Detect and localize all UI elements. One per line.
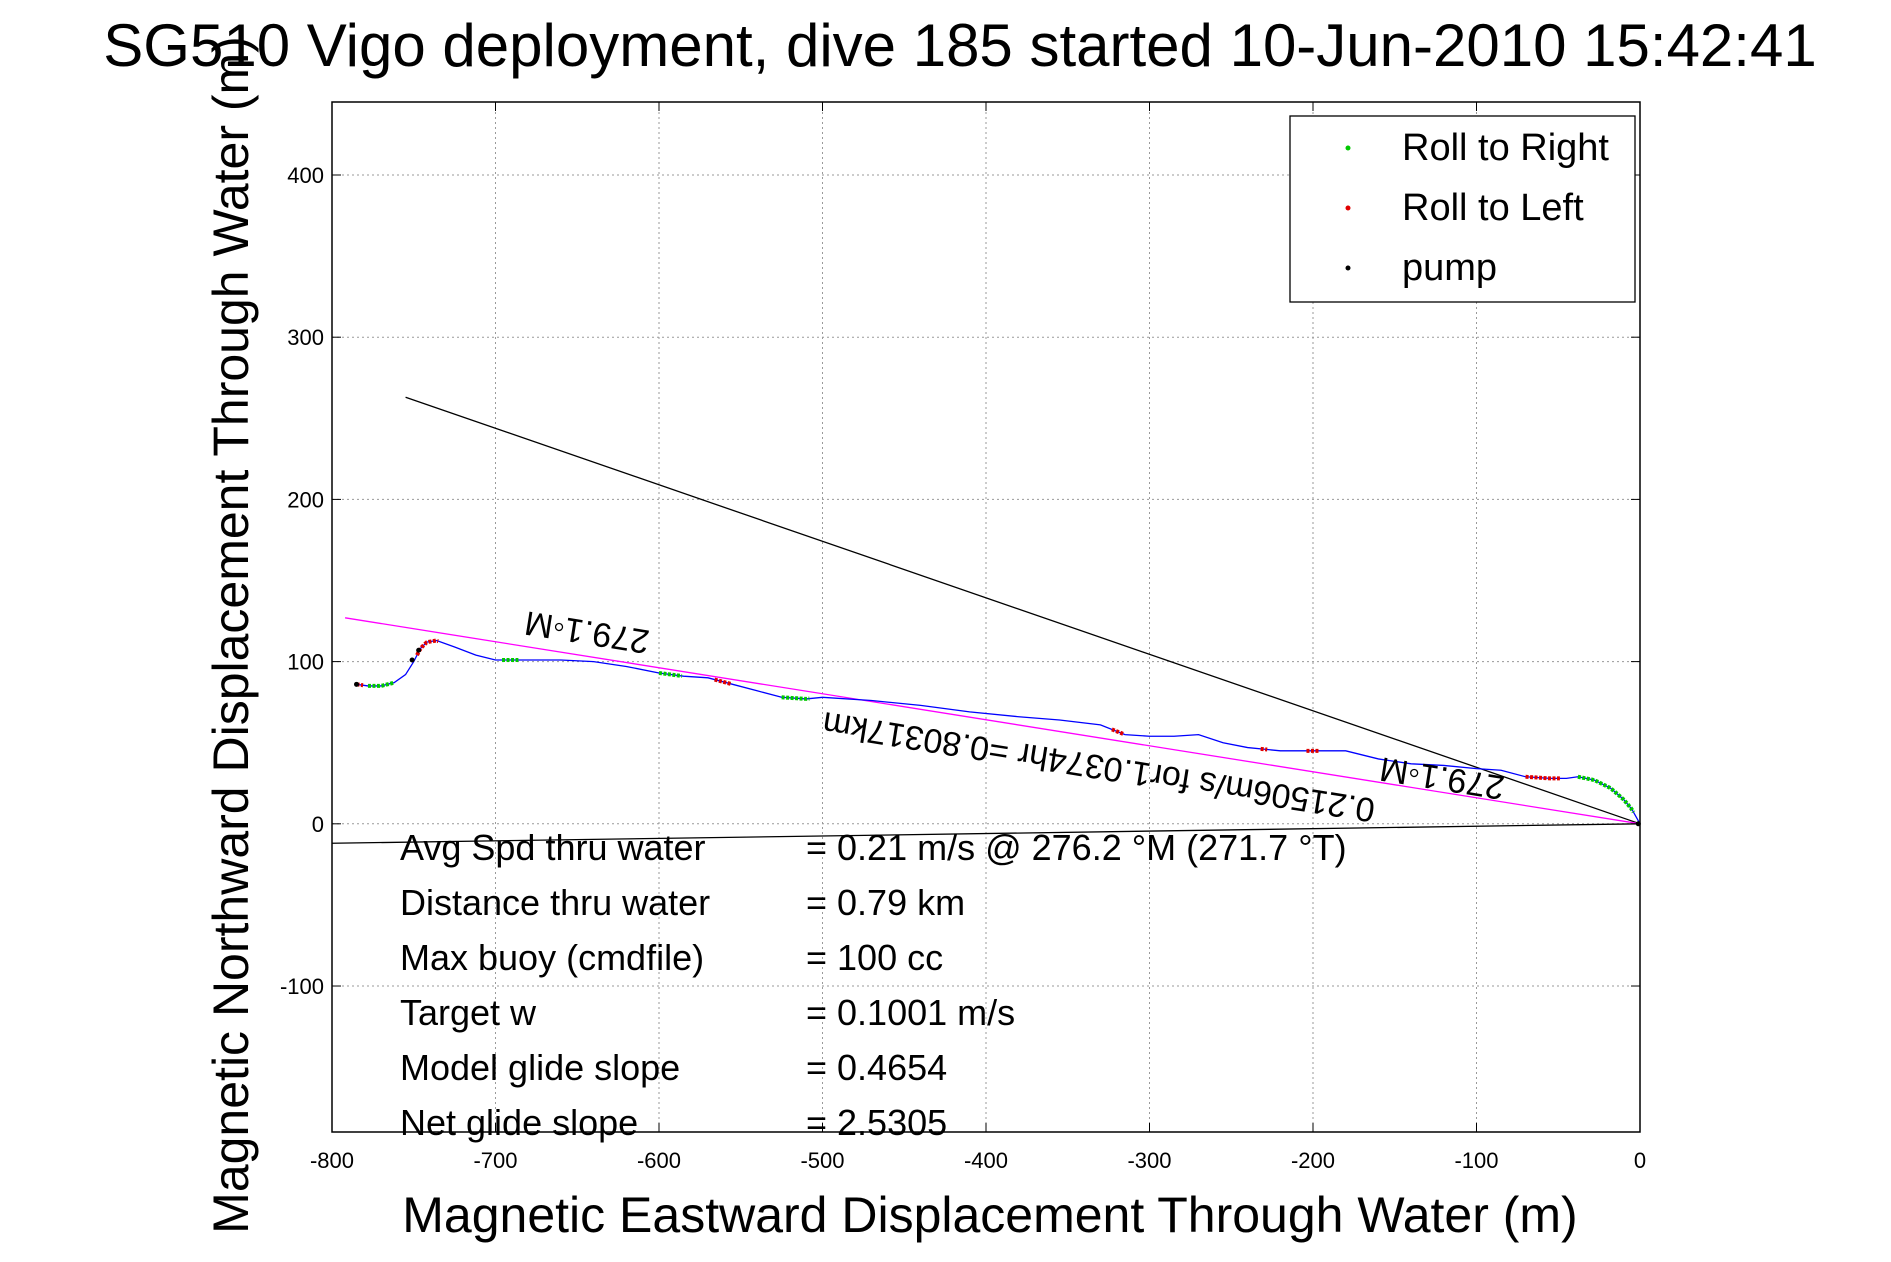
- roll-right-segment: [1577, 774, 1636, 814]
- legend-marker: [1345, 265, 1351, 271]
- stat-value: = 0.1001 m/s: [806, 992, 1015, 1033]
- pump-marker: [354, 681, 360, 687]
- y-tick-label: 0: [312, 812, 324, 837]
- roll-left-segment: [1525, 774, 1560, 781]
- stat-label: Avg Spd thru water: [400, 827, 706, 868]
- stat-value: = 100 cc: [806, 937, 943, 978]
- legend-label: Roll to Left: [1402, 187, 1584, 229]
- x-tick-label: -300: [1127, 1148, 1171, 1173]
- pump-marker: [409, 657, 415, 663]
- pump-marker: [1635, 821, 1641, 827]
- stat-value: = 0.4654: [806, 1047, 947, 1088]
- magenta-heading-line: [344, 617, 1641, 825]
- roll-left-segment: [1260, 746, 1268, 752]
- stat-value: = 0.21 m/s @ 276.2 °M (271.7 °T): [806, 827, 1347, 868]
- black-diagonal-line: [405, 396, 1641, 825]
- roll-right-segment: [781, 695, 810, 701]
- roll-left-segment: [714, 677, 732, 686]
- pump-marker: [416, 647, 422, 653]
- y-tick-label: 100: [287, 650, 324, 675]
- legend-label: Roll to Right: [1402, 127, 1609, 169]
- plot-area: -800 -700 -600 -500 -400 -300 -200 -100 0 -100 0 10…: [280, 101, 1646, 1173]
- roll-right-segment: [658, 670, 683, 678]
- rotated-annotation: 279.1◦M: [1377, 749, 1507, 806]
- x-tick-label: -800: [310, 1148, 354, 1173]
- stat-label: Model glide slope: [400, 1047, 680, 1088]
- y-tick-label: 300: [287, 325, 324, 350]
- stat-value: = 0.79 km: [806, 882, 965, 923]
- black-baseline-line: [331, 823, 1641, 844]
- stat-label: Target w: [400, 992, 537, 1033]
- roll-left-segment: [1111, 727, 1125, 736]
- legend-label: pump: [1402, 247, 1497, 289]
- x-axis-label: Magnetic Eastward Displacement Through W…: [402, 1187, 1577, 1243]
- stat-label: Distance thru water: [400, 882, 710, 923]
- rotated-annotation: 0.2150​6m/s for1.0374hr =0.80317km: [820, 704, 1378, 829]
- x-tick-label: -400: [964, 1148, 1008, 1173]
- y-tick-label: 400: [287, 163, 324, 188]
- x-tick-label: 0: [1634, 1148, 1646, 1173]
- stat-value: = 2.5305: [806, 1102, 947, 1143]
- x-tick-label: -500: [800, 1148, 844, 1173]
- glider-track-line: [356, 639, 1641, 825]
- stat-label: Net glide slope: [400, 1102, 638, 1143]
- stat-label: Max buoy (cmdfile): [400, 937, 704, 978]
- y-axis-label: Magnetic Northward Displacement Through …: [203, 36, 259, 1234]
- x-tick-label: -100: [1454, 1148, 1498, 1173]
- y-tick-label: 200: [287, 487, 324, 512]
- y-tick-label: -100: [280, 974, 324, 999]
- x-tick-label: -600: [637, 1148, 681, 1173]
- legend-marker: [1345, 205, 1351, 211]
- rotated-annotation: 279.1◦M: [522, 603, 652, 660]
- x-tick-label: -700: [473, 1148, 517, 1173]
- chart-title: SG510 Vigo deployment, dive 185 started …: [103, 12, 1816, 79]
- x-tick-label: -200: [1291, 1148, 1335, 1173]
- legend-marker: [1345, 145, 1351, 151]
